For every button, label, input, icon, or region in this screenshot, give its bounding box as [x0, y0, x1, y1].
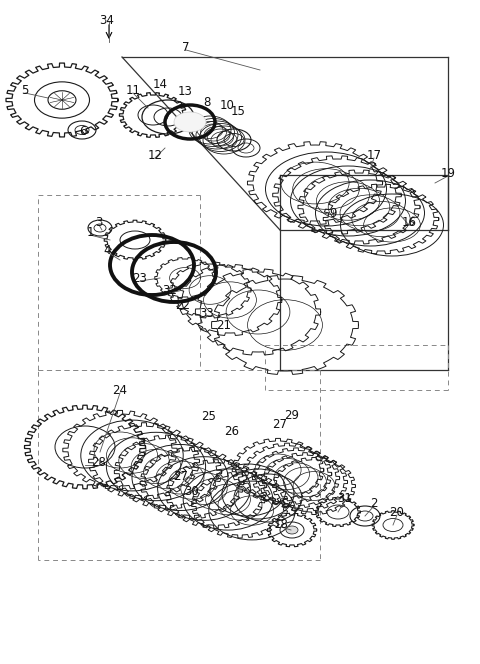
Text: 34: 34: [99, 13, 114, 27]
Text: 6: 6: [79, 125, 87, 137]
Text: 32: 32: [163, 284, 178, 297]
Text: 13: 13: [178, 84, 192, 98]
Text: 17: 17: [367, 149, 382, 161]
Text: 30: 30: [185, 485, 199, 497]
Text: 9: 9: [329, 207, 337, 220]
Text: 28: 28: [92, 456, 107, 469]
Text: 23: 23: [132, 272, 147, 284]
Text: 22: 22: [176, 299, 191, 311]
Text: 10: 10: [219, 98, 234, 112]
Text: 14: 14: [153, 78, 168, 90]
Text: 8: 8: [204, 96, 211, 108]
Ellipse shape: [174, 112, 206, 132]
Text: 5: 5: [21, 84, 29, 96]
Text: 7: 7: [182, 41, 190, 54]
Text: 26: 26: [225, 424, 240, 438]
Text: 33: 33: [200, 307, 215, 319]
Text: 15: 15: [230, 104, 245, 118]
Text: 2: 2: [370, 497, 378, 509]
Text: 18: 18: [274, 517, 288, 531]
Text: 27: 27: [273, 418, 288, 430]
Text: 25: 25: [202, 410, 216, 422]
Text: 21: 21: [216, 319, 231, 331]
Text: 20: 20: [390, 505, 405, 519]
Text: 27: 27: [173, 469, 189, 483]
Text: 12: 12: [147, 149, 163, 161]
Text: 11: 11: [125, 84, 141, 96]
Ellipse shape: [286, 526, 298, 534]
Text: 16: 16: [401, 216, 417, 228]
Text: 3: 3: [96, 216, 103, 228]
Text: 1: 1: [86, 226, 94, 238]
Text: 29: 29: [285, 408, 300, 422]
Text: 19: 19: [441, 167, 456, 179]
Text: 31: 31: [337, 491, 352, 505]
Text: 4: 4: [103, 244, 111, 256]
Text: 24: 24: [112, 384, 128, 396]
